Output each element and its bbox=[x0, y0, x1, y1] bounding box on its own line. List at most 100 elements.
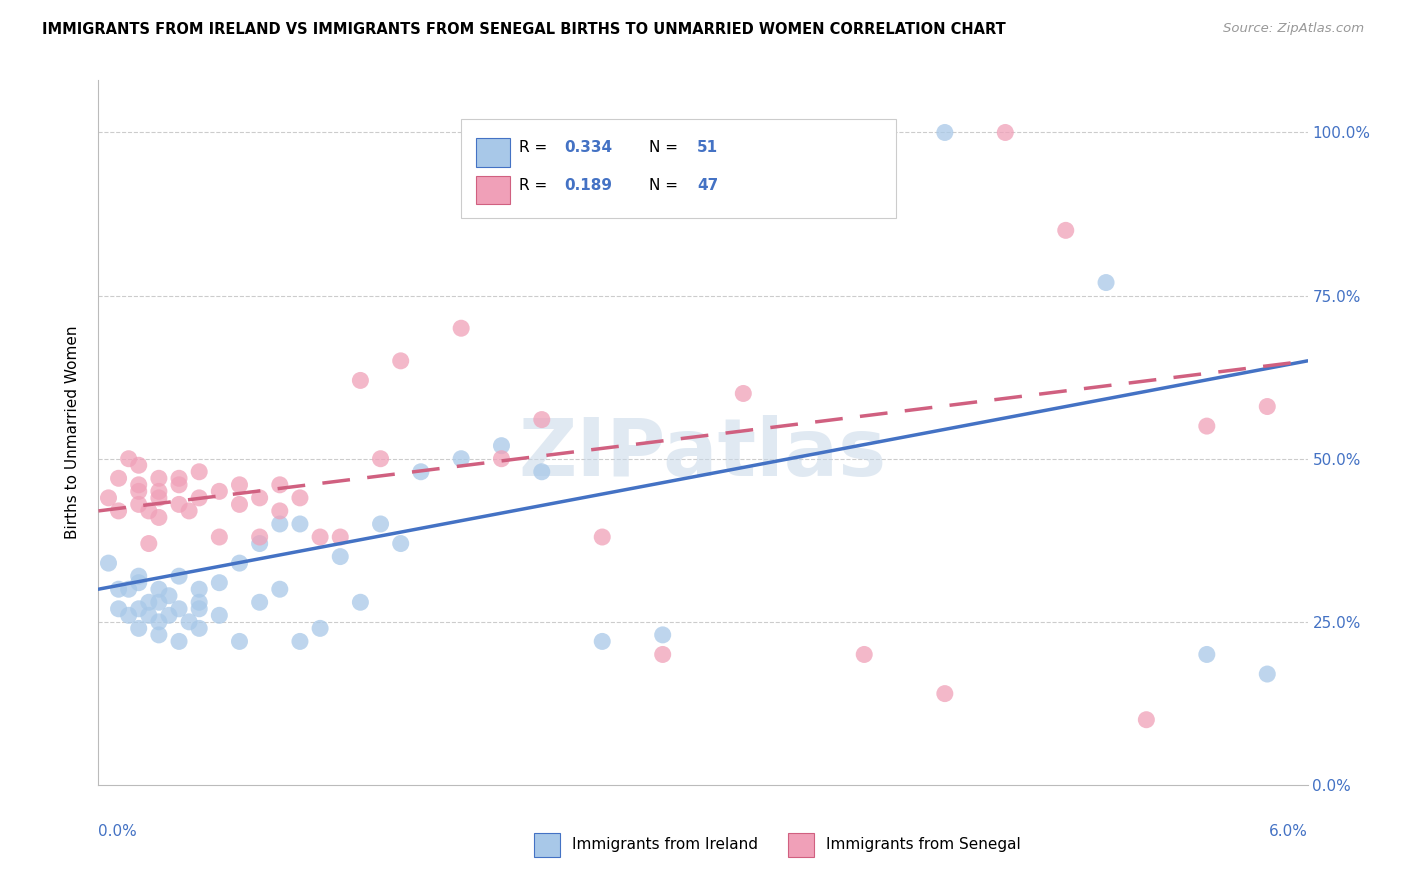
Point bbox=[167, 569, 190, 583]
Point bbox=[591, 634, 613, 648]
Point bbox=[128, 484, 150, 499]
Point bbox=[269, 478, 291, 492]
Point bbox=[934, 687, 956, 701]
Point bbox=[128, 575, 150, 590]
Text: Immigrants from Ireland: Immigrants from Ireland bbox=[572, 838, 758, 853]
Point bbox=[118, 451, 141, 466]
Point bbox=[148, 471, 170, 485]
Text: R =: R = bbox=[519, 140, 553, 155]
Point bbox=[853, 126, 876, 140]
Point bbox=[288, 634, 311, 648]
Point bbox=[1256, 667, 1278, 681]
Point bbox=[138, 536, 160, 550]
Point bbox=[288, 491, 311, 505]
Point bbox=[188, 621, 211, 635]
Text: 0.334: 0.334 bbox=[564, 140, 612, 155]
Point bbox=[530, 412, 553, 426]
Point bbox=[450, 451, 472, 466]
Point bbox=[148, 582, 170, 597]
Point bbox=[1195, 648, 1218, 662]
Point bbox=[97, 556, 120, 570]
Point bbox=[1054, 223, 1077, 237]
Text: N =: N = bbox=[648, 140, 682, 155]
Point bbox=[329, 530, 352, 544]
Text: 6.0%: 6.0% bbox=[1268, 823, 1308, 838]
Point bbox=[228, 478, 250, 492]
Point bbox=[309, 621, 332, 635]
Point bbox=[128, 602, 150, 616]
Point bbox=[1195, 419, 1218, 434]
Text: 51: 51 bbox=[697, 140, 718, 155]
Point bbox=[148, 510, 170, 524]
Point bbox=[97, 491, 120, 505]
Point bbox=[329, 549, 352, 564]
Point bbox=[651, 648, 673, 662]
Point bbox=[118, 582, 141, 597]
Point bbox=[148, 491, 170, 505]
Point bbox=[128, 621, 150, 635]
FancyBboxPatch shape bbox=[461, 119, 897, 218]
Text: Source: ZipAtlas.com: Source: ZipAtlas.com bbox=[1223, 22, 1364, 36]
Point bbox=[107, 602, 129, 616]
Point bbox=[228, 634, 250, 648]
Point bbox=[208, 484, 231, 499]
Point bbox=[309, 530, 332, 544]
Point bbox=[157, 608, 180, 623]
Point bbox=[167, 602, 190, 616]
Text: 0.0%: 0.0% bbox=[98, 823, 138, 838]
Point bbox=[138, 504, 160, 518]
Point bbox=[179, 504, 201, 518]
Point bbox=[128, 478, 150, 492]
Point bbox=[1256, 400, 1278, 414]
Point bbox=[107, 471, 129, 485]
Y-axis label: Births to Unmarried Women: Births to Unmarried Women bbox=[65, 326, 80, 540]
Point bbox=[167, 497, 190, 511]
Point bbox=[138, 595, 160, 609]
Point bbox=[491, 451, 513, 466]
Point bbox=[1135, 713, 1157, 727]
Point bbox=[269, 582, 291, 597]
FancyBboxPatch shape bbox=[787, 832, 814, 857]
Point bbox=[349, 373, 371, 387]
Point bbox=[148, 615, 170, 629]
Text: ZIPatlas: ZIPatlas bbox=[519, 415, 887, 492]
Point bbox=[208, 608, 231, 623]
Point bbox=[107, 504, 129, 518]
Point bbox=[228, 497, 250, 511]
Point bbox=[249, 530, 271, 544]
Point bbox=[450, 321, 472, 335]
Point bbox=[1095, 276, 1118, 290]
Text: IMMIGRANTS FROM IRELAND VS IMMIGRANTS FROM SENEGAL BIRTHS TO UNMARRIED WOMEN COR: IMMIGRANTS FROM IRELAND VS IMMIGRANTS FR… bbox=[42, 22, 1005, 37]
Point bbox=[249, 595, 271, 609]
Point bbox=[157, 589, 180, 603]
Point bbox=[934, 126, 956, 140]
Point bbox=[128, 497, 150, 511]
Point bbox=[188, 602, 211, 616]
Text: 0.189: 0.189 bbox=[564, 178, 612, 193]
Point bbox=[167, 471, 190, 485]
Point bbox=[288, 516, 311, 531]
Point bbox=[188, 582, 211, 597]
Point bbox=[148, 595, 170, 609]
Point bbox=[349, 595, 371, 609]
Point bbox=[249, 491, 271, 505]
Point bbox=[370, 516, 392, 531]
Point bbox=[167, 634, 190, 648]
Point bbox=[651, 628, 673, 642]
Point bbox=[370, 451, 392, 466]
Point bbox=[107, 582, 129, 597]
Point bbox=[994, 126, 1017, 140]
FancyBboxPatch shape bbox=[475, 176, 509, 204]
Point bbox=[389, 536, 412, 550]
Point bbox=[208, 530, 231, 544]
Point bbox=[188, 465, 211, 479]
Text: Immigrants from Senegal: Immigrants from Senegal bbox=[827, 838, 1021, 853]
Point bbox=[853, 648, 876, 662]
Text: 47: 47 bbox=[697, 178, 718, 193]
Point bbox=[409, 465, 432, 479]
Point bbox=[208, 575, 231, 590]
Point bbox=[167, 478, 190, 492]
Point bbox=[269, 516, 291, 531]
Point bbox=[128, 569, 150, 583]
Point bbox=[591, 530, 613, 544]
